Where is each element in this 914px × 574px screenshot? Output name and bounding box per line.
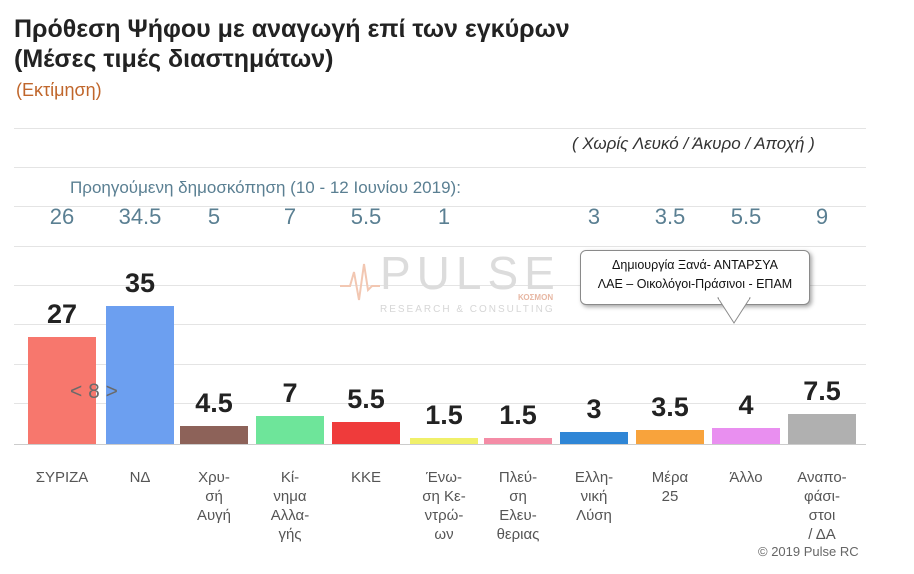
category-label: Πλεύ-ση Ελευ-θεριας xyxy=(496,469,540,543)
watermark-partner: ΚΟΣΜΟΝ xyxy=(518,293,554,302)
previous-value: 9 xyxy=(815,204,829,229)
previous-value: 26 xyxy=(49,204,75,229)
bar-allo xyxy=(712,428,780,444)
bar-nd xyxy=(106,306,174,444)
value-label: 4 xyxy=(738,390,754,420)
category-label: Χρυ-σή Αυγή xyxy=(196,469,232,524)
bar-kinal xyxy=(256,416,324,444)
previous-value: 1 xyxy=(437,204,451,229)
previous-value: 3 xyxy=(587,204,601,229)
callout-pointer xyxy=(717,297,751,324)
gridline xyxy=(14,285,866,286)
chart-title-line2: (Μέσες τιμές διαστημάτων) xyxy=(14,45,334,73)
chart-title: Πρόθεση Ψήφου με αναγωγή επί των εγκύρων… xyxy=(14,14,894,74)
value-label: 1.5 xyxy=(499,400,537,430)
pulse-watermark: PULSE ΚΟΣΜΟΝ RESEARCH & CONSULTING xyxy=(340,246,560,326)
category-label: Αναπο-φάσι-στοι / ΔΑ xyxy=(797,469,847,543)
gridline xyxy=(14,364,866,365)
pulse-wave-icon xyxy=(340,263,380,301)
copyright: © 2019 Pulse RC xyxy=(758,544,859,559)
value-label: 7.5 xyxy=(803,376,841,406)
chart-title-line1: Πρόθεση Ψήφου με αναγωγή επί των εγκύρων xyxy=(14,15,570,43)
category-label: ΣΥΡΙΖΑ xyxy=(35,469,89,486)
previous-value: 5.5 xyxy=(730,204,762,229)
gridline xyxy=(14,324,866,325)
other-parties-callout: Δημιουργία Ξανά- ΑΝΤΑΡΣΥΑ ΛΑΕ – Οικολόγο… xyxy=(580,250,810,305)
value-label: 5.5 xyxy=(347,384,385,414)
previous-value: 5.5 xyxy=(350,204,382,229)
value-label: 3.5 xyxy=(651,392,689,422)
previous-value: 7 xyxy=(283,204,297,229)
watermark-brand: PULSE xyxy=(380,247,561,299)
value-label: 3 xyxy=(586,394,602,424)
category-label: Μέρα 25 xyxy=(651,469,689,505)
value-label: 35 xyxy=(124,268,156,298)
watermark-subtitle: RESEARCH & CONSULTING xyxy=(380,304,555,315)
value-label: 27 xyxy=(46,299,78,329)
gridline xyxy=(14,206,866,207)
previous-value: 34.5 xyxy=(118,204,162,229)
callout-line1: Δημιουργία Ξανά- ΑΝΤΑΡΣΥΑ xyxy=(612,258,778,272)
callout-line2: ΛΑΕ – Οικολόγοι-Πράσινοι - ΕΠΑΜ xyxy=(597,277,793,291)
inner-annotation: < 8 > xyxy=(70,380,118,403)
value-label: 7 xyxy=(282,378,298,408)
bar-xa xyxy=(180,426,248,444)
category-label: ΝΔ xyxy=(129,469,151,486)
x-axis-line xyxy=(14,444,866,445)
bar-pe xyxy=(484,438,552,444)
previous-poll-title: Προηγούμενη δημοσκόπηση (10 - 12 Ιουνίου… xyxy=(70,178,461,197)
bar-el xyxy=(560,432,628,444)
value-label: 4.5 xyxy=(195,388,233,418)
gridline xyxy=(14,246,866,247)
gridline xyxy=(14,403,866,404)
bar-ek xyxy=(410,438,478,444)
category-label: ΚΚΕ xyxy=(350,469,381,486)
category-label: Άλλο xyxy=(729,469,763,486)
gridline xyxy=(14,167,866,168)
exclusion-note: ( Χωρίς Λευκό / Άκυρο / Αποχή ) xyxy=(572,134,815,153)
previous-value: 5 xyxy=(207,204,221,229)
category-label: Ελλη-νική Λύση xyxy=(574,469,614,524)
gridline xyxy=(14,128,866,129)
bar-syriza xyxy=(28,337,96,444)
bar-kke xyxy=(332,422,400,444)
bar-anapofasistoi xyxy=(788,414,856,444)
value-label: 1.5 xyxy=(425,400,463,430)
bar-mera25 xyxy=(636,430,704,444)
chart-subtitle: (Εκτίμηση) xyxy=(16,80,102,100)
category-label: Ένω-ση Κε-ντρώ-ων xyxy=(422,469,466,543)
category-label: Κί-νημα Αλλα-γής xyxy=(270,469,310,543)
previous-value: 3.5 xyxy=(654,204,686,229)
